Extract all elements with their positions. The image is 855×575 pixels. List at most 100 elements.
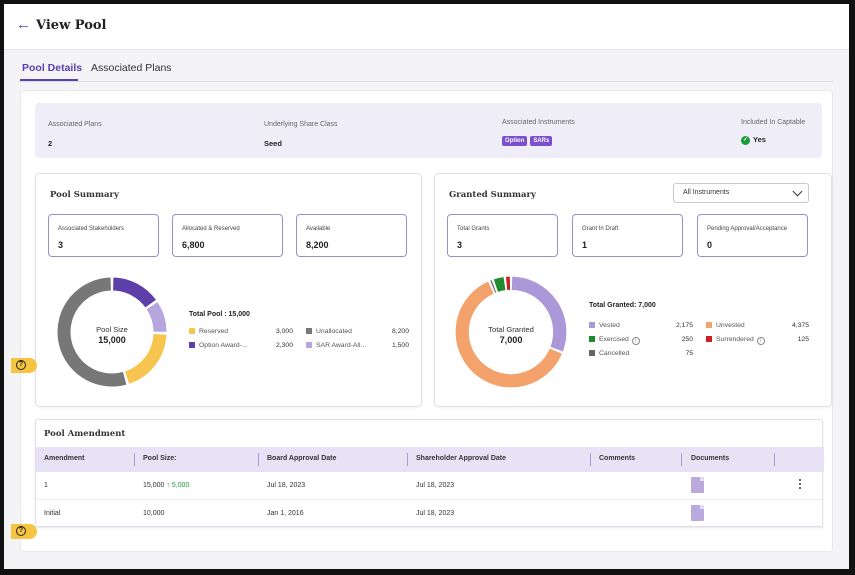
pool-summary-title: Pool Summary (50, 190, 119, 200)
legend-value: 2,300 (275, 342, 293, 349)
stat-available: Available 8,200 (296, 214, 407, 257)
legend-label: Reserved (199, 328, 229, 335)
col-divider (590, 453, 591, 466)
legend-value: 75 (685, 350, 693, 357)
table-row: Initial 10,000 Jan 1, 2016 Jul 18, 2023 (36, 500, 824, 528)
donut-center-value: 7,000 (500, 335, 523, 345)
legend-unvested: Unvested (706, 322, 745, 329)
pool-info-bar: Associated Plans 2 Underlying Share Clas… (35, 103, 822, 158)
legend-label: Surrendered (716, 336, 754, 343)
pool-details-panel: Associated Plans 2 Underlying Share Clas… (20, 90, 833, 552)
stat-value: 0 (707, 240, 713, 250)
stat-total-grants: Total Grants 3 (447, 214, 558, 257)
stat-value: 8,200 (306, 240, 329, 250)
share-class-label: Underlying Share Class (264, 121, 338, 128)
page-header: ← View Pool (4, 4, 849, 50)
cell-amendment: 1 (44, 482, 48, 489)
donut-center-label: Pool Size (96, 325, 128, 334)
legend-swatch (589, 350, 595, 356)
legend-value: 125 (797, 336, 809, 343)
donut-segment-vested (511, 276, 567, 352)
stat-value: 3 (58, 240, 64, 250)
cell-shareholder-date: Jul 18, 2023 (416, 510, 455, 517)
col-divider (134, 453, 135, 466)
legend-option-award: Option Award-... (189, 342, 248, 349)
instrument-chip-sars: SARs (530, 136, 553, 146)
donut-segment-reserved (124, 333, 167, 384)
stat-label: Associated Stakeholders (58, 226, 125, 232)
instrument-chip-option: Option (502, 136, 528, 146)
share-class-value: Seed (264, 139, 282, 148)
legend-unallocated: Unallocated (306, 328, 352, 335)
legend-label: Unvested (716, 322, 745, 329)
legend-value: 4,375 (791, 322, 809, 329)
legend-label: Cancelled (599, 350, 630, 357)
col-pool-size: Pool Size: (143, 455, 177, 462)
associated-plans-label: Associated Plans (48, 121, 102, 128)
captable-value: ✓ Yes (741, 135, 766, 145)
instruments-chips: Option SARs (502, 135, 555, 146)
col-divider (258, 453, 259, 466)
legend-label: Exercised (599, 336, 629, 343)
tab-associated-plans[interactable]: Associated Plans (91, 62, 172, 74)
page-title: View Pool (36, 18, 107, 33)
legend-value: 8,200 (391, 328, 409, 335)
pool-size-delta: ↑ 5,000 (166, 482, 190, 489)
stat-pending-approval: Pending Approval/Acceptance 0 (697, 214, 808, 257)
chevron-down-icon (792, 186, 803, 197)
captable-label: Included In Captable (741, 119, 806, 126)
legend-swatch (706, 336, 712, 342)
legend-swatch (306, 342, 312, 348)
pool-size-value: 15,000 (143, 482, 165, 489)
instrument-filter-select[interactable]: All Instruments (673, 183, 809, 203)
info-icon[interactable]: i (756, 337, 765, 345)
stat-label: Pending Approval/Acceptance (707, 226, 788, 232)
donut-segment-option-award (112, 277, 156, 308)
col-divider (681, 453, 682, 466)
legend-swatch (589, 322, 595, 328)
arrow-left-icon[interactable]: ← (16, 16, 31, 33)
donut-center-label: Total Granted (488, 325, 534, 334)
granted-summary-title: Granted Summary (449, 190, 536, 200)
legend-surrendered: Surrendered i (706, 336, 765, 345)
donut-segment-exercised (493, 277, 506, 292)
more-options-icon[interactable] (797, 477, 803, 493)
legend-label: Option Award-... (199, 342, 248, 349)
legend-value: 3,000 (275, 328, 293, 335)
stat-value: 1 (582, 240, 588, 250)
stat-label: Total Grants (457, 226, 490, 232)
info-icon[interactable]: i (631, 337, 640, 345)
legend-value: 1,500 (391, 342, 409, 349)
cell-pool-size: 15,000 ↑ 5,000 (143, 482, 189, 489)
instruments-label: Associated Instruments (502, 119, 575, 126)
stat-value: 3 (457, 240, 463, 250)
instrument-filter-value: All Instruments (683, 189, 730, 196)
stat-label: Grant In Draft (582, 226, 619, 232)
captable-yes: Yes (753, 135, 766, 144)
stat-grant-in-draft: Grant In Draft 1 (572, 214, 683, 257)
pool-amendment-title: Pool Amendment (44, 429, 126, 439)
pool-amendment-card: Pool Amendment Amendment Pool Size: Boar… (35, 419, 824, 528)
help-button[interactable]: ? (11, 524, 37, 539)
stat-allocated-reserved: Allocated & Reserved 6,800 (172, 214, 283, 257)
table-row: 1 15,000 ↑ 5,000 Jul 18, 2023 Jul 18, 20… (36, 472, 824, 500)
donut-center-value: 15,000 (98, 335, 126, 345)
help-button[interactable]: ? (11, 358, 37, 373)
document-icon[interactable] (691, 505, 704, 521)
col-documents: Documents (691, 455, 730, 462)
tab-pool-details[interactable]: Pool Details (22, 62, 83, 74)
cell-pool-size: 10,000 (143, 510, 165, 517)
legend-swatch (306, 328, 312, 334)
active-tab-indicator (20, 79, 78, 81)
check-circle-icon: ✓ (741, 135, 750, 145)
donut-segment-unvested (455, 281, 562, 388)
cell-board-date: Jul 18, 2023 (267, 482, 306, 489)
legend-value: 2,175 (675, 322, 693, 329)
legend-cancelled: Cancelled (589, 350, 629, 357)
document-icon[interactable] (691, 477, 704, 493)
legend-reserved: Reserved (189, 328, 228, 335)
donut-segment-unallocated (57, 277, 127, 387)
granted-summary-card: Granted Summary All Instruments Total Gr… (434, 173, 832, 407)
legend-swatch (189, 328, 195, 334)
